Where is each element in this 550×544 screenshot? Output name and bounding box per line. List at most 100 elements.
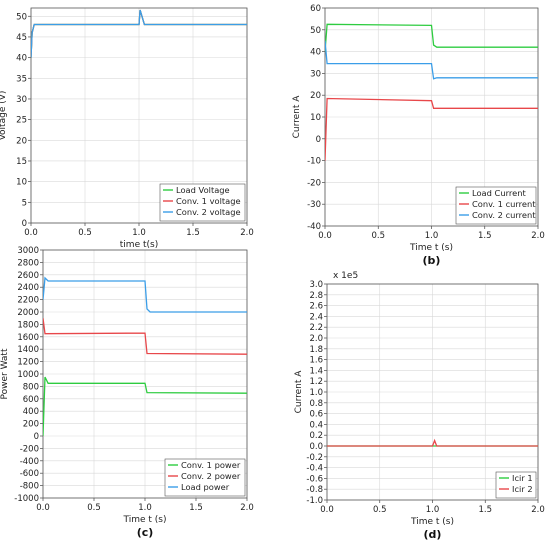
- y-tick-label: 50: [16, 12, 27, 22]
- x-tick-label: 1.5: [478, 505, 492, 515]
- axes-frame: [326, 283, 539, 501]
- legend-entry: Conv. 2 power: [181, 471, 241, 481]
- x-tick-label: 0.5: [373, 505, 387, 515]
- legend-box: [159, 183, 246, 222]
- y-axis-label: Voltage (V): [0, 91, 8, 141]
- chart-panel-a: 0 5 10 15 20 25 30 35 40 45 50 0.0 0.5 1.0 1.5 2.0 time …: [0, 7, 254, 264]
- x-axis-label: Time t (s): [409, 243, 453, 253]
- series-line-load-power: [43, 276, 247, 313]
- y-tick-label: -1000: [14, 494, 39, 504]
- y-tick-label: 1.8: [309, 345, 323, 355]
- x-tick-label: 2.0: [531, 231, 545, 241]
- x-axis-label: Time t (s): [123, 515, 167, 525]
- y-tick-label: 20: [310, 91, 321, 101]
- y-tick-label: 20: [16, 136, 27, 146]
- axes-frame: [30, 7, 248, 224]
- x-axis-label: Time t (s): [410, 517, 454, 527]
- y-tick-label: 2.0: [309, 334, 323, 344]
- legend-box: [164, 458, 246, 497]
- y-tick-label: -0.6: [306, 474, 323, 484]
- y-tick-label: 0: [22, 219, 27, 229]
- y-tick-label: 30: [16, 95, 27, 105]
- x-tick-label: 0.0: [320, 505, 334, 515]
- y-axis-label: Current A: [294, 370, 304, 414]
- y-tick-label: 1200: [17, 358, 39, 368]
- y-tick-label: 0.6: [309, 410, 323, 420]
- chart-panel-c: -1000 -800 -600 -400 -200 0 200 400 600 800 1000 12…: [0, 246, 254, 539]
- y-tick-label: 2800: [17, 258, 39, 268]
- series-line-load-current: [325, 23, 538, 52]
- y-tick-label: -30: [307, 200, 321, 210]
- x-tick-label: 2.0: [531, 505, 545, 515]
- y-tick-label: 800: [23, 382, 39, 392]
- y-tick-label: 1.2: [309, 377, 323, 387]
- y-tick-label: 3000: [17, 246, 39, 256]
- chart-panel-b: -40 -30 -20 -10 0 10 20 30 40 50 60 0.0 0.5 1.0 1.5 2.0…: [292, 4, 545, 267]
- y-tick-label: 2600: [17, 271, 39, 281]
- x-tick-label: 0.5: [371, 231, 385, 241]
- y-tick-label: -200: [20, 444, 39, 454]
- series-line-conv-2-voltage: [31, 9, 247, 58]
- legend-entry: Conv. 2 voltage: [176, 207, 241, 217]
- y-tick-label: 50: [310, 26, 321, 36]
- legend-box: [455, 186, 537, 225]
- y-tick-label: 1.4: [309, 366, 323, 376]
- y-tick-label: 1000: [17, 370, 39, 380]
- y-tick-label: -800: [20, 482, 39, 492]
- y-tick-label: 10: [16, 178, 27, 188]
- x-tick-label: 0.5: [78, 228, 92, 238]
- y-tick-label: 25: [16, 116, 27, 126]
- y-tick-label: 200: [23, 420, 39, 430]
- y-tick-label: -0.2: [306, 453, 323, 463]
- y-tick-label: 2.6: [309, 302, 323, 312]
- scale-multiplier-label: x 1e5: [333, 271, 358, 281]
- legend-entry: Load Current: [472, 188, 526, 198]
- series-line-conv-2-current: [325, 40, 538, 80]
- y-tick-label: 40: [310, 48, 321, 58]
- y-tick-label: 2200: [17, 296, 39, 306]
- y-tick-label: -1.0: [306, 496, 323, 506]
- x-tick-label: 1.5: [186, 228, 200, 238]
- y-tick-label: -600: [20, 469, 39, 479]
- legend-box: [495, 471, 537, 499]
- x-tick-label: 0.0: [24, 228, 38, 238]
- y-tick-label: 0.2: [309, 431, 323, 441]
- y-tick-label: 15: [16, 157, 27, 167]
- y-tick-label: 30: [310, 69, 321, 79]
- x-tick-label: 0.0: [318, 231, 332, 241]
- series-line-conv-1-current: [325, 97, 538, 161]
- y-tick-label: 3.0: [309, 280, 323, 290]
- panel-caption: (c): [137, 526, 154, 539]
- y-tick-label: 1.0: [309, 388, 323, 398]
- legend-entry: Load power: [181, 482, 230, 492]
- y-tick-label: 1600: [17, 333, 39, 343]
- chart-panel-d: -1.0-0.8-0.6-0.4-0.20.00.20.40.60.81.01.…: [294, 271, 545, 541]
- x-tick-label: 1.0: [132, 228, 146, 238]
- panel-caption: (d): [424, 528, 442, 541]
- legend-entry: Conv. 1 power: [181, 460, 241, 470]
- legend-entry: Conv. 2 current: [472, 210, 536, 220]
- x-tick-label: 2.0: [240, 228, 254, 238]
- panel-caption: (b): [423, 254, 441, 267]
- y-axis-label: Power Watt: [0, 348, 10, 399]
- x-axis-label: time t(s): [120, 240, 158, 250]
- y-tick-label: 0.0: [309, 442, 323, 452]
- y-tick-label: 60: [310, 4, 321, 14]
- legend-entry: Conv. 1 voltage: [176, 196, 241, 206]
- y-tick-label: 5: [22, 198, 27, 208]
- y-tick-label: -20: [307, 178, 321, 188]
- y-axis-label: Current A: [292, 95, 302, 139]
- y-tick-label: -0.4: [306, 464, 323, 474]
- y-tick-label: 0: [34, 432, 39, 442]
- x-tick-label: 0.0: [36, 503, 50, 513]
- y-tick-label: 2.8: [309, 291, 323, 301]
- axes-frame: [324, 7, 539, 227]
- series-line-conv-1-power: [43, 376, 247, 437]
- y-tick-label: -40: [307, 222, 321, 232]
- y-tick-label: 2.2: [309, 323, 323, 333]
- axes-frame: [42, 249, 248, 499]
- y-tick-label: -10: [307, 157, 321, 167]
